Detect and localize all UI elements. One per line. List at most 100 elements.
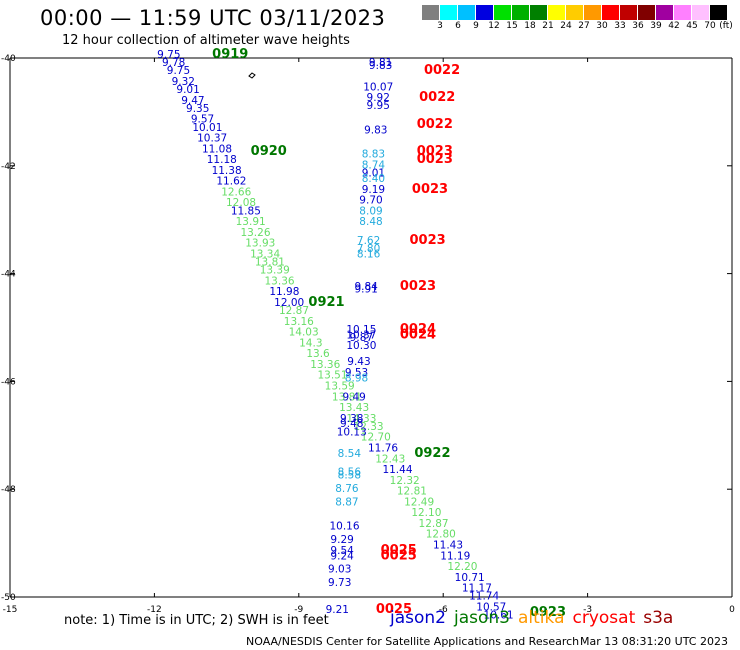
wave-height-value: 13.93 (245, 238, 275, 250)
colorbar-swatch (422, 5, 440, 20)
wave-height-value: 10.16 (329, 521, 359, 533)
wave-height-value: 8.40 (362, 173, 385, 185)
wave-height-value: 14.3 (299, 337, 322, 349)
wave-height-value: 9.81 (369, 57, 392, 69)
colorbar-swatch (656, 5, 674, 20)
colorbar-swatch (584, 5, 602, 20)
colorbar-swatch (512, 5, 530, 20)
wave-height-value: 9.32 (172, 76, 195, 88)
wave-height-value: 12.49 (404, 496, 434, 508)
wave-height-value: 8.48 (359, 216, 382, 228)
colorbar-swatch (638, 5, 656, 20)
wave-height-value: 12.20 (447, 561, 477, 573)
colorbar-labels: 3 6 9 12 15 18 21 24 27 30 33 36 39 42 45 70 (ft) (422, 20, 740, 32)
wave-height-colorbar: 3 6 9 12 15 18 21 24 27 30 33 36 39 42 45 70 (ft) (422, 5, 740, 32)
wave-height-value: 13.36 (310, 359, 340, 371)
wave-height-value: 9.49 (342, 391, 365, 403)
coastline-layer (248, 72, 256, 79)
wave-height-value: 12.08 (226, 197, 256, 209)
wave-height-value: 11.38 (212, 165, 242, 177)
colorbar-swatch (440, 5, 458, 20)
wave-height-value: 9.83 (364, 124, 387, 136)
colorbar-tick-label: 36 (632, 21, 644, 31)
wave-height-value: 13.36 (265, 275, 295, 287)
pass-time-label: 0023 (417, 144, 453, 159)
colorbar-tick-label: 70 (704, 21, 716, 31)
wave-height-value: 9.03 (328, 564, 351, 576)
wave-height-value: 9.75 (167, 65, 190, 77)
wave-height-value: 14.03 (289, 327, 319, 339)
colorbar-tick-label: 6 (455, 21, 461, 31)
wave-height-value: 11.44 (382, 464, 412, 476)
wave-height-value: 9.83 (369, 60, 392, 72)
pass-time-label: 0922 (414, 446, 450, 461)
wave-height-value: 14.33 (346, 413, 376, 425)
wave-height-value: 7.62 (357, 235, 380, 247)
lat-tick-label: -48 (1, 485, 16, 495)
wave-height-value: 10.61 (484, 610, 514, 622)
wave-height-value: 7.80 (357, 243, 380, 255)
observations-layer: 9.759.789.759.329.019.479.359.5710.0110.… (157, 49, 513, 622)
wave-height-value: 12.33 (354, 421, 384, 433)
wave-height-value: 9.38 (340, 413, 363, 425)
wave-height-value: 9.21 (326, 604, 349, 616)
wave-height-value: 8.09 (359, 205, 382, 217)
lon-tick-label: -12 (147, 605, 162, 615)
wave-height-value: 11.19 (440, 550, 470, 562)
legend-jason3: jason3 (454, 608, 510, 628)
wave-height-value: 9.53 (345, 367, 368, 379)
lon-tick-label: -3 (583, 605, 592, 615)
colorbar-tick-label: 33 (614, 21, 626, 31)
wave-height-value: 13.26 (240, 227, 270, 239)
pass-time-label: 0024 (400, 327, 436, 342)
colorbar-swatches (422, 5, 740, 20)
pass-time-label: 0923 (530, 605, 566, 620)
wave-height-value: 9.87 (350, 332, 373, 344)
wave-height-value: 9.92 (367, 92, 390, 104)
pass-time-label: 0022 (419, 90, 455, 105)
wave-height-value: 8.58 (338, 469, 361, 481)
wave-height-value: 9.84 (354, 281, 378, 293)
wave-height-value: 11.98 (269, 286, 299, 298)
pass-time-label: 0920 (251, 144, 287, 159)
wave-height-value: 10.30 (346, 340, 376, 352)
pass-time-label: 0025 (376, 602, 412, 617)
colorbar-tick-label: 9 (473, 21, 479, 31)
wave-height-value: 13.81 (255, 257, 285, 269)
colorbar-swatch (548, 5, 566, 20)
wave-height-value: 11.62 (216, 176, 246, 188)
wave-height-value: 9.57 (191, 114, 214, 126)
colorbar-swatch (566, 5, 584, 20)
wave-height-value: 12.87 (419, 518, 449, 530)
note-text: note: 1) Time is in UTC; 2) SWH is in fe… (64, 613, 329, 628)
wave-height-value: 13.91 (236, 216, 266, 228)
wave-height-value: 9.73 (328, 577, 351, 589)
wave-height-value: 9.95 (367, 100, 390, 112)
legend-s3a: s3a (643, 608, 674, 628)
colorbar-swatch (692, 5, 710, 20)
wave-height-value: 13.34 (250, 248, 280, 260)
wave-height-value: 8.54 (338, 448, 362, 460)
wave-height-value: 10.13 (337, 426, 367, 438)
wave-height-value: 11.74 (469, 591, 499, 603)
wave-height-value: 9.70 (359, 195, 382, 207)
pass-time-label: 0921 (308, 295, 344, 310)
wave-height-value: 13.16 (284, 316, 314, 328)
wave-height-value: 8.76 (335, 483, 359, 495)
pass-time-label: 0023 (400, 279, 436, 294)
colorbar-tick-label: 30 (596, 21, 608, 31)
wave-height-value: 9.48 (340, 418, 363, 430)
colorbar-swatch (494, 5, 512, 20)
wave-height-value: 9.43 (347, 356, 370, 368)
footer-timestamp: Mar 13 08:31:20 UTC 2023 (580, 635, 728, 648)
colorbar-swatch (674, 5, 692, 20)
colorbar-tick-label: 24 (560, 21, 572, 31)
wave-height-value: 8.83 (362, 149, 385, 161)
colorbar-swatch (710, 5, 728, 20)
colorbar-swatch (458, 5, 476, 20)
wave-height-value: 8.98 (345, 372, 368, 384)
wave-height-value: 12.81 (397, 486, 427, 498)
wave-height-value: 10.01 (192, 122, 222, 134)
wave-height-value: 12.10 (411, 507, 441, 519)
